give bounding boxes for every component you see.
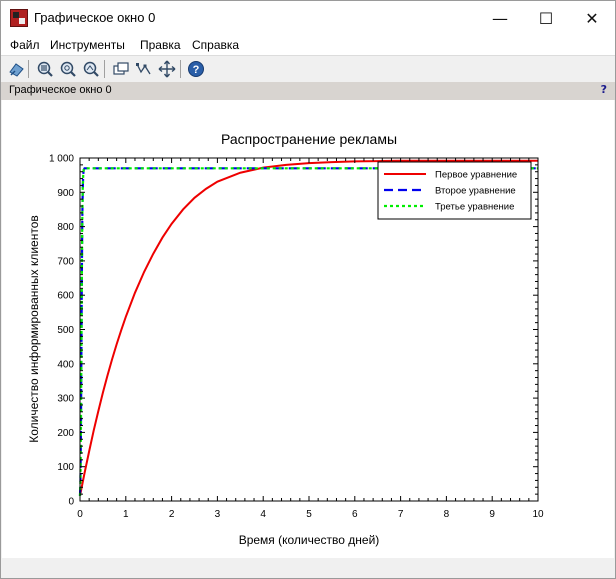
zoom-in-button[interactable]	[58, 59, 77, 78]
info-bar: Графическое окно 0 ?	[1, 82, 615, 100]
rotate-button[interactable]	[6, 59, 25, 78]
legend-label: Первое уравнение	[435, 170, 517, 181]
series-line-1	[79, 159, 538, 497]
datatip-button[interactable]	[111, 59, 130, 78]
zoom-area-button[interactable]	[35, 59, 54, 78]
help-button[interactable]: ?	[186, 59, 205, 78]
y-tick-label: 400	[57, 359, 74, 370]
chart: Распространение рекламы Время (количеств…	[27, 131, 544, 547]
x-tick-label: 6	[352, 509, 358, 520]
zoom-in-icon	[60, 61, 76, 77]
menu-help[interactable]: Справка	[192, 38, 240, 52]
series-layer	[78, 159, 538, 497]
toolbar: ?	[1, 56, 615, 82]
help-icon: ?	[187, 60, 204, 77]
svg-text:?: ?	[192, 64, 199, 76]
zoom-out-icon	[83, 61, 99, 77]
y-tick-label: 0	[68, 497, 74, 508]
minimize-button[interactable]: —	[477, 1, 523, 35]
y-tick-label: 500	[57, 325, 74, 336]
legend[interactable]: Первое уравнение Второе уравнение Третье у…	[377, 161, 532, 220]
menu-tools[interactable]: Инструменты	[50, 38, 125, 52]
x-tick-label: 9	[489, 509, 495, 520]
figure-label: Графическое окно 0	[9, 84, 112, 96]
window-title: Графическое окно 0	[34, 10, 156, 25]
maximize-button[interactable]: ☐	[523, 1, 569, 35]
legend-label: Третье уравнение	[435, 202, 514, 213]
series-line-3	[78, 167, 538, 496]
y-tick-label: 700	[57, 256, 74, 267]
y-tick-label: 900	[57, 188, 74, 199]
info-help-link[interactable]: ?	[600, 83, 607, 96]
y-tick-label: 600	[57, 291, 74, 302]
x-tick-label: 10	[532, 509, 544, 520]
datatip-edit-icon	[135, 62, 151, 74]
plot-canvas[interactable]: Распространение рекламы Время (количеств…	[2, 100, 614, 558]
y-tick-label: 200	[57, 428, 74, 439]
x-axis: 0 1 2 3 4 5 6 7 8 9 10	[77, 158, 544, 520]
y-tick-label: 300	[57, 394, 74, 405]
rotate-icon	[8, 62, 24, 77]
close-button[interactable]: ✕	[569, 1, 615, 35]
menu-bar: Файл Инструменты Правка Справка	[1, 35, 615, 56]
x-tick-label: 2	[169, 509, 175, 520]
status-bar	[1, 560, 615, 578]
close-icon: ✕	[585, 8, 599, 28]
x-tick-label: 7	[398, 509, 404, 520]
y-axis-label: Количество информированных клиентов	[27, 215, 41, 443]
pan-button[interactable]	[157, 59, 176, 78]
datatip-edit-button[interactable]	[134, 59, 153, 78]
chart-title: Распространение рекламы	[221, 131, 397, 147]
zoom-area-icon	[37, 61, 53, 77]
minimize-icon: —	[492, 8, 508, 28]
x-tick-label: 1	[123, 509, 129, 520]
y-axis: 0 100 200 300 400 500 600 700 800 900 1 000	[49, 154, 538, 508]
maximize-icon: ☐	[538, 8, 554, 28]
x-tick-label: 5	[306, 509, 312, 520]
pan-icon	[158, 60, 175, 77]
x-tick-label: 8	[444, 509, 450, 520]
title-bar[interactable]: Графическое окно 0 — ☐ ✕	[1, 1, 615, 35]
menu-edit[interactable]: Правка	[140, 38, 181, 52]
toolbar-separator	[28, 60, 29, 78]
toolbar-separator	[104, 60, 105, 78]
x-axis-label: Время (количество дней)	[239, 533, 380, 547]
y-tick-label: 800	[57, 222, 74, 233]
legend-label: Второе уравнение	[435, 186, 516, 197]
zoom-out-button[interactable]	[81, 59, 100, 78]
toolbar-separator	[180, 60, 181, 78]
x-tick-label: 3	[215, 509, 221, 520]
y-tick-label: 100	[57, 462, 74, 473]
x-tick-label: 4	[260, 509, 266, 520]
x-tick-label: 0	[77, 509, 83, 520]
y-tick-label: 1 000	[49, 154, 74, 165]
scilab-app-icon	[10, 9, 28, 27]
datatip-icon	[112, 61, 129, 75]
menu-file[interactable]: Файл	[10, 38, 40, 52]
